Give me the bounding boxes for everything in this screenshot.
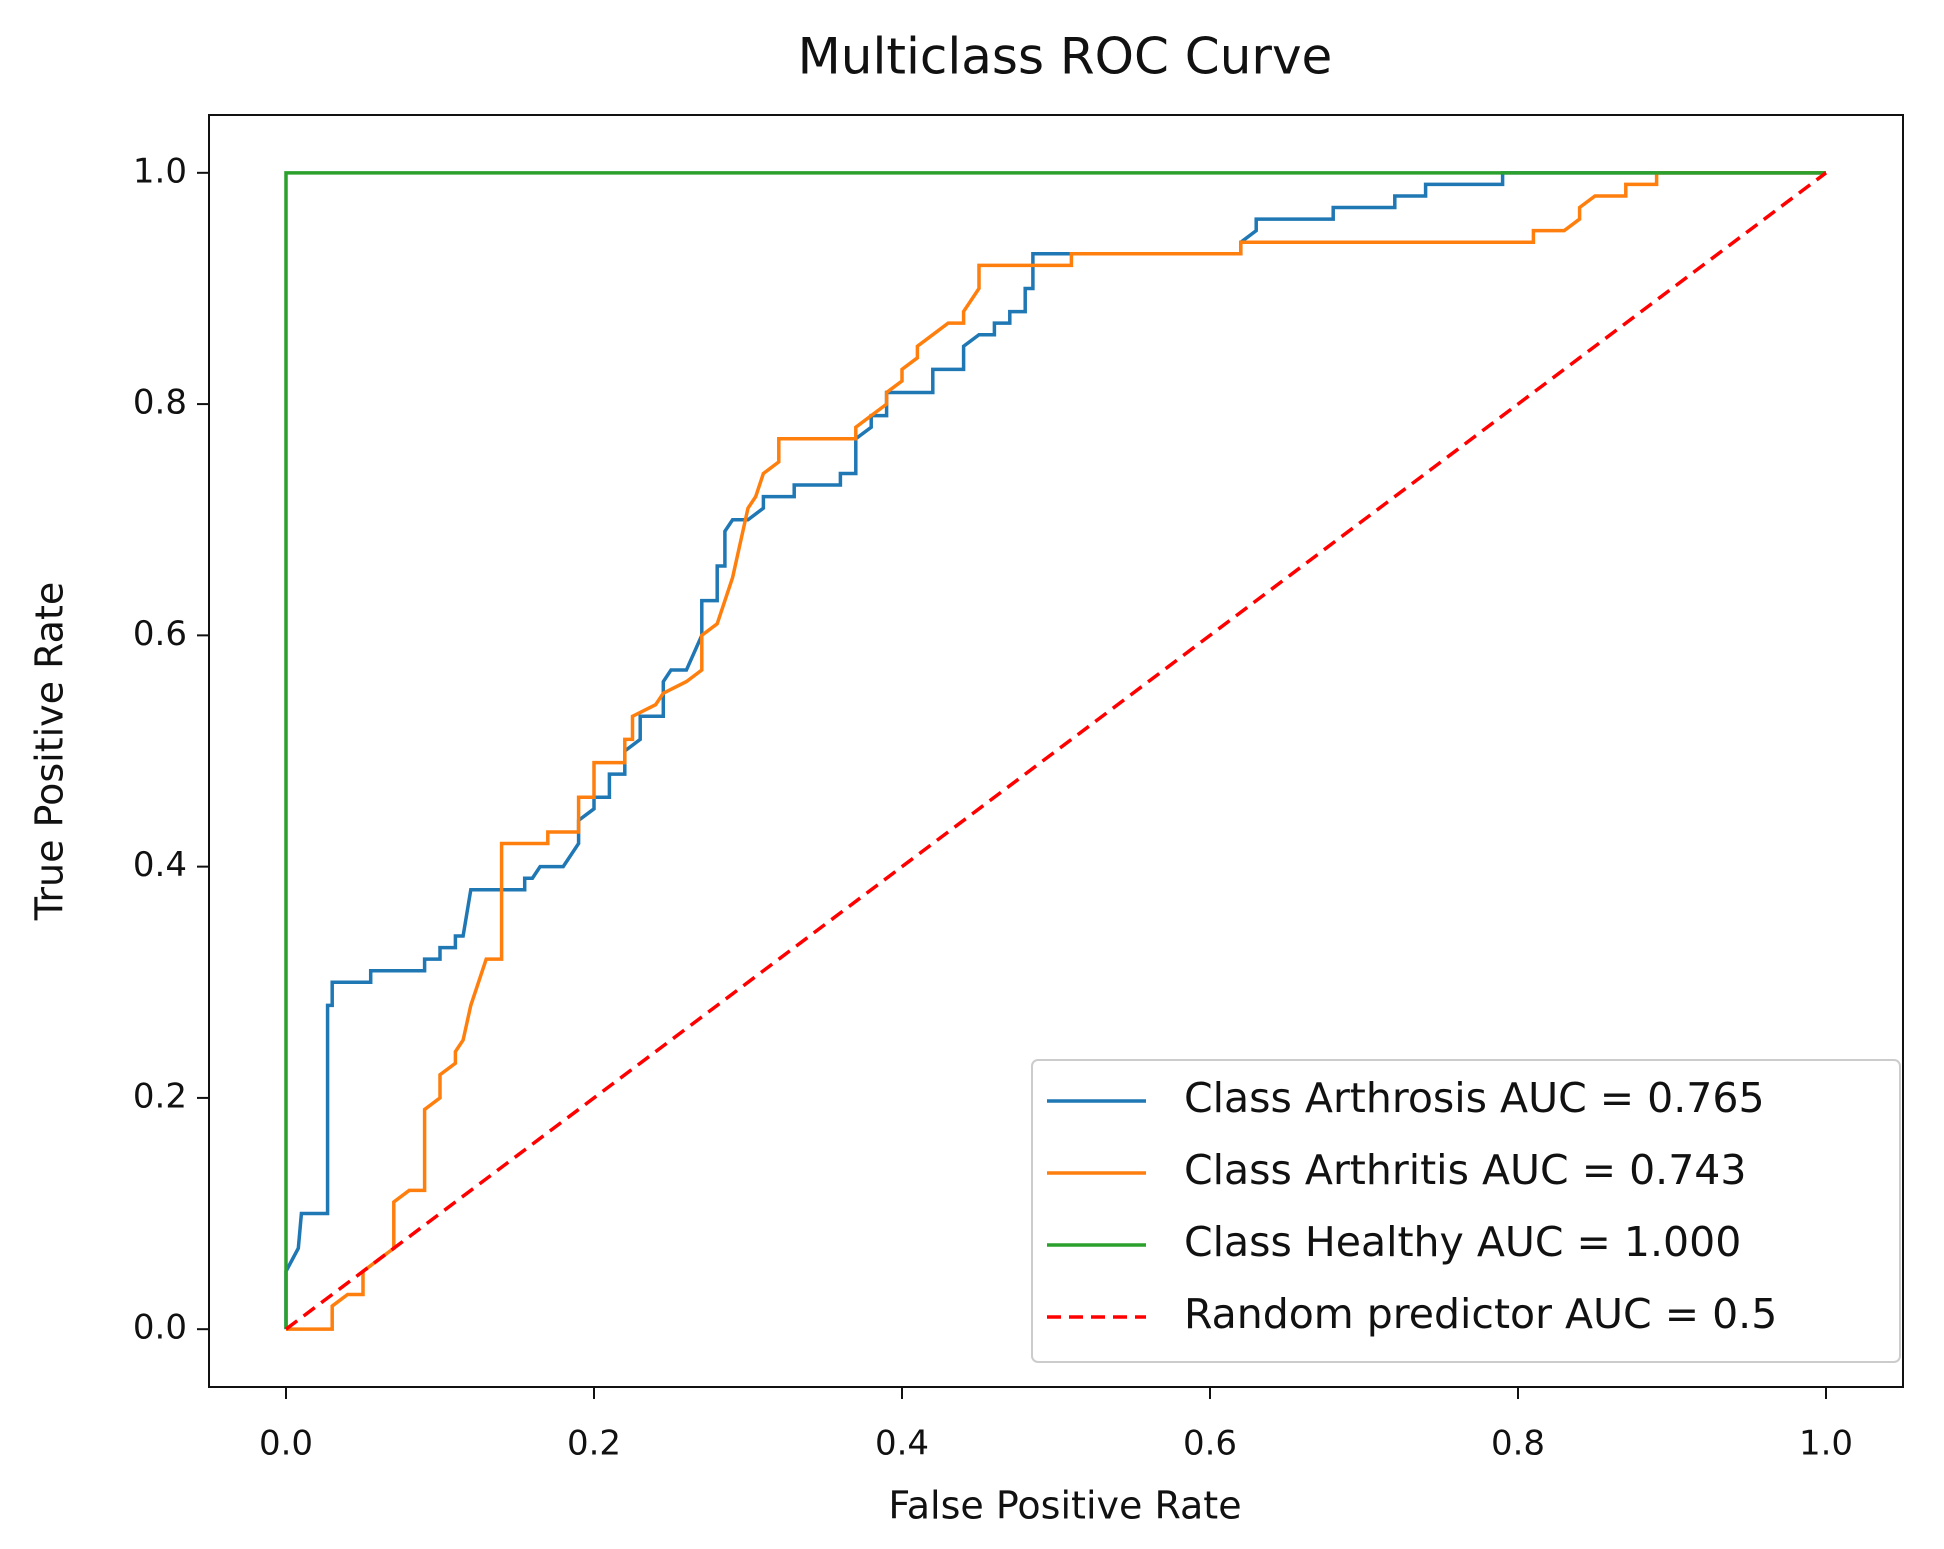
chart-title: Multiclass ROC Curve	[798, 28, 1333, 86]
x-tick-label: 0.6	[1183, 1424, 1237, 1464]
y-tick-label: 1.0	[133, 151, 187, 191]
y-tick-label: 0.8	[133, 383, 187, 423]
x-tick-label: 0.2	[567, 1424, 621, 1464]
x-tick-label: 0.8	[1491, 1424, 1545, 1464]
legend-label: Class Healthy AUC = 1.000	[1184, 1218, 1741, 1266]
legend-label: Class Arthrosis AUC = 0.765	[1184, 1074, 1765, 1122]
x-axis-label: False Positive Rate	[888, 1484, 1241, 1528]
roc-curve	[284, 171, 1826, 1330]
roc-curve	[284, 171, 1828, 1331]
y-tick-label: 0.2	[133, 1076, 187, 1116]
legend-label: Random predictor AUC = 0.5	[1184, 1290, 1777, 1338]
legend-box	[1031, 1059, 1901, 1363]
roc-curve	[284, 171, 1826, 1330]
roc-curve	[286, 171, 1826, 1331]
x-tick-label: 0.0	[259, 1424, 313, 1464]
y-tick-label: 0.6	[133, 614, 187, 654]
y-tick-label: 0.4	[133, 845, 187, 885]
x-tick-label: 1.0	[1799, 1424, 1853, 1464]
x-tick-label: 0.4	[875, 1424, 929, 1464]
y-axis-label: True Positive Rate	[28, 582, 72, 922]
plot-frame	[208, 114, 1904, 1388]
y-tick-label: 0.0	[133, 1308, 187, 1348]
legend-label: Class Arthritis AUC = 0.743	[1184, 1146, 1746, 1194]
